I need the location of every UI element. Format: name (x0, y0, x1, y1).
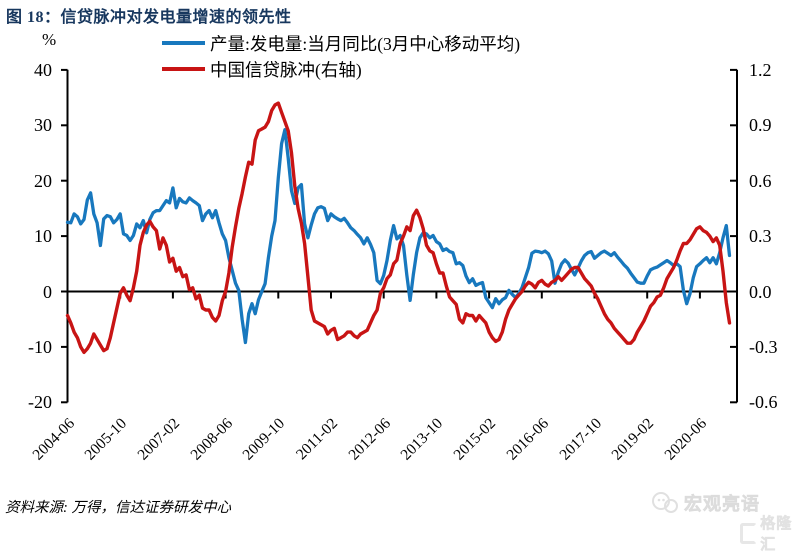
legend: 产量:发电量:当月同比(3月中心移动平均) 中国信贷脉冲(右轴) (162, 30, 520, 82)
gelonghui-watermark: 格隆汇 (740, 512, 796, 554)
legend-label-credit-impulse: 中国信贷脉冲(右轴) (210, 59, 362, 80)
watermark-text: 宏观亮语 (684, 494, 760, 515)
gelonghui-logo-icon (740, 522, 758, 544)
legend-swatch-blue-line (162, 40, 205, 46)
right-axis-tick-label: 0.9 (749, 115, 772, 136)
watermark-mascot-icon (652, 492, 678, 513)
power-generation-yoy-line (65, 128, 732, 345)
china-credit-impulse-line (65, 101, 732, 355)
chart-page: { "title": "图 18：信贷脉冲对发电量增速的领先性", "sourc… (5, 9, 792, 554)
left-axis-tick-label: 0 (43, 281, 52, 302)
left-axis-tick-label: -20 (28, 392, 52, 413)
right-axis-tick-label: 0.0 (749, 281, 772, 302)
left-axis-tick-label: 20 (34, 170, 52, 191)
chart-plot-area (61, 68, 738, 404)
left-axis-tick-label: 10 (34, 226, 52, 247)
right-axis-tick-label: 0.3 (749, 226, 772, 247)
left-axis-tick-label: -10 (28, 336, 52, 357)
right-axis-tick-label: 1.2 (749, 59, 772, 80)
right-axis-tick-label: -0.6 (749, 392, 778, 413)
right-axis-tick-label: 0.6 (749, 170, 772, 191)
source-note: 资料来源: 万得，信达证券研发中心 (5, 500, 231, 516)
left-axis-unit-label: % (42, 30, 57, 49)
right-axis-tick-label: -0.3 (749, 336, 778, 357)
left-axis-tick-label: 30 (34, 115, 52, 136)
gelonghui-logo-text: 格隆汇 (760, 516, 793, 554)
legend-label-power-generation: 产量:发电量:当月同比(3月中心移动平均) (210, 33, 521, 54)
figure-title: 图 18：信贷脉冲对发电量增速的领先性 (6, 9, 292, 26)
legend-item-credit-impulse: 中国信贷脉冲(右轴) (162, 56, 520, 82)
legend-swatch-red-line (162, 66, 205, 72)
macro-watermark: 宏观亮语 (650, 490, 760, 516)
axes (61, 68, 738, 404)
legend-item-power-generation: 产量:发电量:当月同比(3月中心移动平均) (162, 30, 520, 56)
left-axis-tick-label: 40 (34, 59, 52, 80)
axis-tick-marks (61, 68, 737, 404)
